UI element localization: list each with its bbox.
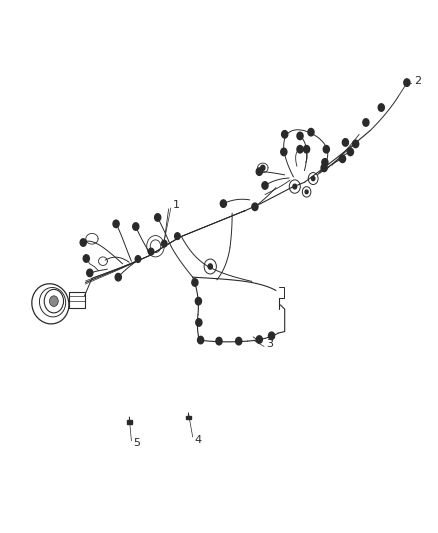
Text: 4: 4 [195,435,202,445]
Circle shape [175,233,180,239]
Circle shape [196,319,202,326]
Circle shape [353,140,359,148]
Circle shape [220,200,226,207]
Circle shape [347,148,353,156]
Circle shape [308,128,314,136]
Bar [127,420,132,424]
Text: 1: 1 [173,200,180,210]
Circle shape [236,337,242,345]
Circle shape [155,214,161,221]
Circle shape [339,155,346,163]
Circle shape [293,184,297,189]
Text: 3: 3 [266,339,273,349]
Circle shape [363,119,369,126]
Circle shape [297,146,303,153]
Circle shape [135,256,141,262]
Circle shape [256,336,262,343]
Circle shape [322,159,328,166]
Circle shape [192,279,198,286]
Circle shape [304,146,310,153]
Circle shape [343,139,349,146]
Circle shape [311,176,315,181]
Circle shape [323,146,329,153]
Circle shape [404,79,410,86]
Circle shape [297,132,303,140]
Circle shape [87,269,93,277]
Text: 5: 5 [134,439,141,448]
Circle shape [216,337,222,345]
Circle shape [256,168,262,175]
Circle shape [261,165,265,171]
Circle shape [113,220,119,228]
Circle shape [252,203,258,211]
Circle shape [262,182,268,189]
Circle shape [115,273,121,281]
Circle shape [162,240,167,247]
Text: 2: 2 [414,76,421,86]
Circle shape [208,264,212,269]
Circle shape [195,297,201,305]
Circle shape [198,336,204,344]
Bar [186,416,191,419]
Circle shape [83,255,89,262]
Circle shape [148,248,154,255]
Circle shape [80,239,86,246]
Circle shape [49,296,58,306]
Circle shape [268,332,275,340]
Circle shape [321,164,327,172]
Circle shape [378,104,384,111]
Circle shape [305,190,308,193]
Circle shape [282,131,288,138]
Circle shape [281,148,287,156]
Circle shape [133,223,139,230]
